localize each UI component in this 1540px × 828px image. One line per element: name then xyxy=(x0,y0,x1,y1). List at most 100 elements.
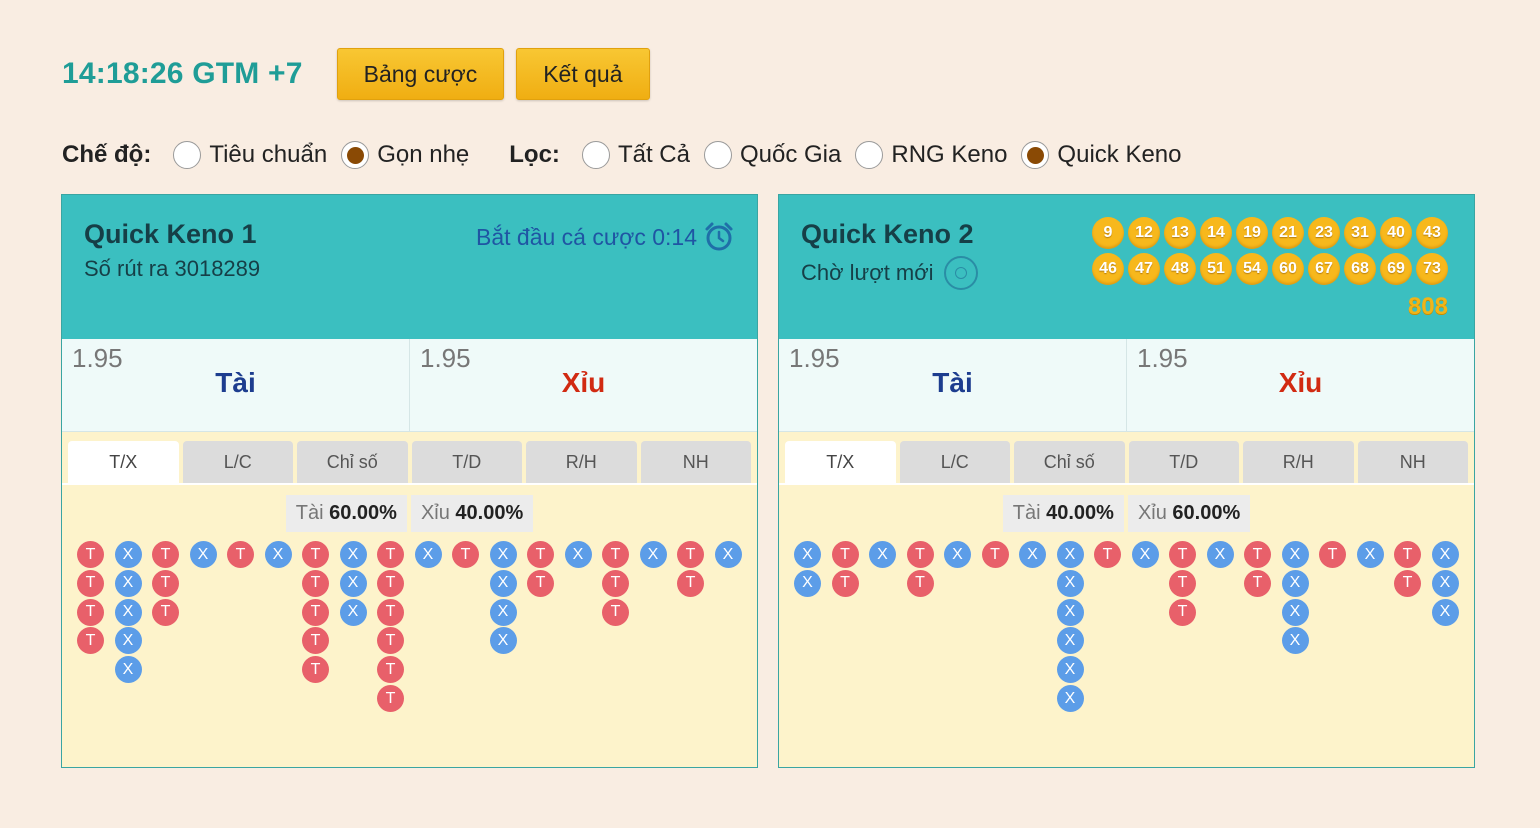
game-panel-quick-keno-2: Quick Keno 2 Chờ lượt mới 9 12 13 14 19 21 23 3… xyxy=(778,194,1475,768)
stat-value: 60.00% xyxy=(1172,502,1241,524)
bead-tai: T xyxy=(77,569,104,597)
bead-xiu: X xyxy=(794,569,821,597)
bead-xiu: X xyxy=(489,541,517,568)
tab-nh[interactable]: NH xyxy=(640,441,751,483)
radio-label: RNG Keno xyxy=(891,141,1008,168)
bead-tai: T xyxy=(906,541,934,568)
bead-xiu: X xyxy=(944,541,971,568)
stat-value: 40.00% xyxy=(1046,502,1114,524)
tab-rh[interactable]: R/H xyxy=(1243,441,1354,483)
filter-label: Lọc: xyxy=(509,141,560,168)
drawn-ball: 60 xyxy=(1272,253,1304,285)
drawn-ball: 68 xyxy=(1344,253,1376,285)
bead-xiu: X xyxy=(1056,656,1084,684)
tab-lc[interactable]: L/C xyxy=(182,441,293,483)
stat-tabs: T/X L/C Chỉ số T/D R/H NH xyxy=(785,441,1468,483)
top-bar: 14:18:26 GTM +7 Bảng cược Kết quả xyxy=(62,48,662,100)
ball-sum: 808 xyxy=(1407,293,1448,320)
draw-number: Số rút ra 3018289 xyxy=(84,256,261,281)
drawn-ball: 54 xyxy=(1236,253,1268,285)
bead-tai: T xyxy=(152,541,179,568)
tab-tx[interactable]: T/X xyxy=(68,441,179,483)
drawn-ball: 12 xyxy=(1128,217,1160,249)
bead-xiu: X xyxy=(1356,541,1384,568)
bead-tai: T xyxy=(831,541,859,568)
bead-xiu: X xyxy=(1056,685,1084,712)
bead-xiu: X xyxy=(489,627,517,655)
bead-tai: T xyxy=(527,569,554,597)
radio-circle[interactable] xyxy=(341,141,370,169)
bet-option-xiu[interactable]: 1.95 Xỉu xyxy=(409,339,757,431)
mode-compact-radio[interactable]: Gọn nhẹ xyxy=(341,141,469,169)
bead-xiu: X xyxy=(189,541,217,568)
radio-circle[interactable] xyxy=(703,141,732,169)
bead-xiu: X xyxy=(1281,541,1309,568)
radio-circle[interactable] xyxy=(1021,141,1050,169)
loading-icon xyxy=(943,256,978,290)
tab-td[interactable]: T/D xyxy=(411,441,522,483)
bead-tai: T xyxy=(602,569,629,597)
tab-td[interactable]: T/D xyxy=(1128,441,1239,483)
bead-xiu: X xyxy=(114,598,142,626)
bead-xiu: X xyxy=(1131,541,1159,568)
drawn-ball: 13 xyxy=(1164,217,1196,249)
radio-circle[interactable] xyxy=(581,141,610,169)
bet-option-tai[interactable]: 1.95 Tài xyxy=(779,339,1126,431)
bead-tai: T xyxy=(77,627,104,655)
results-button[interactable]: Kết quả xyxy=(516,48,650,100)
bead-xiu: X xyxy=(114,569,142,597)
bead-xiu: X xyxy=(264,541,292,568)
bead-xiu: X xyxy=(1431,541,1459,568)
bet-option-xiu[interactable]: 1.95 Xỉu xyxy=(1126,339,1474,431)
filter-all-radio[interactable]: Tất Cả xyxy=(581,141,690,169)
bet-table-button[interactable]: Bảng cược xyxy=(336,48,505,100)
bead-tai: T xyxy=(152,598,179,626)
bead-xiu: X xyxy=(1019,541,1046,568)
bet-option-tai[interactable]: 1.95 Tài xyxy=(62,339,409,431)
stat-xiu: Xỉu 60.00% xyxy=(1127,495,1251,532)
odds-value: 1.95 xyxy=(420,343,471,373)
bead-xiu: X xyxy=(339,569,367,597)
bead-tai: T xyxy=(377,656,404,684)
radio-label: Gọn nhẹ xyxy=(377,141,470,168)
radio-circle[interactable] xyxy=(855,141,884,169)
odds-row: 1.95 Tài 1.95 Xỉu xyxy=(779,339,1474,432)
tab-lc[interactable]: L/C xyxy=(899,441,1010,483)
waiting-status: Chờ lượt mới xyxy=(801,256,978,290)
filter-rng-keno-radio[interactable]: RNG Keno xyxy=(855,141,1007,169)
bead-tai: T xyxy=(1394,541,1421,568)
bead-xiu: X xyxy=(114,541,142,568)
radio-circle[interactable] xyxy=(173,141,202,169)
alarm-clock-icon xyxy=(705,222,733,251)
tab-nh[interactable]: NH xyxy=(1357,441,1468,483)
bead-tai: T xyxy=(302,541,329,568)
tab-tx[interactable]: T/X xyxy=(785,441,896,483)
bead-tai: T xyxy=(677,569,704,597)
bead-xiu: X xyxy=(114,627,142,655)
drawn-ball: 46 xyxy=(1092,253,1124,285)
bead-tai: T xyxy=(602,598,629,626)
tab-index[interactable]: Chỉ số xyxy=(297,441,408,483)
mode-standard-radio[interactable]: Tiêu chuẩn xyxy=(173,141,327,169)
bead-tai: T xyxy=(302,569,329,597)
tab-index[interactable]: Chỉ số xyxy=(1014,441,1125,483)
bead-xiu: X xyxy=(339,598,367,626)
game-panel-quick-keno-1: Quick Keno 1 Số rút ra 3018289 Bắt đầu c… xyxy=(61,194,758,768)
drawn-ball: 21 xyxy=(1272,217,1304,249)
bead-xiu: X xyxy=(489,569,517,597)
filter-national-radio[interactable]: Quốc Gia xyxy=(703,141,842,169)
drawn-ball: 47 xyxy=(1128,253,1160,285)
filter-quick-keno-radio[interactable]: Quick Keno xyxy=(1021,141,1182,169)
drawn-ball: 67 xyxy=(1308,253,1340,285)
bead-tai: T xyxy=(302,627,329,655)
radio-label: Quốc Gia xyxy=(739,141,842,168)
stat-value: 40.00% xyxy=(455,502,524,524)
filter-bar: Chế độ: Tiêu chuẩn Gọn nhẹ Lọc: Tất Cả Q… xyxy=(62,136,1196,174)
tab-rh[interactable]: R/H xyxy=(526,441,637,483)
bead-xiu: X xyxy=(1056,598,1084,626)
bead-tai: T xyxy=(77,541,104,568)
clock: 14:18:26 GTM +7 xyxy=(62,57,303,90)
bead-tai: T xyxy=(831,569,859,597)
bead-xiu: X xyxy=(714,541,742,568)
drawn-ball: 73 xyxy=(1416,253,1448,285)
